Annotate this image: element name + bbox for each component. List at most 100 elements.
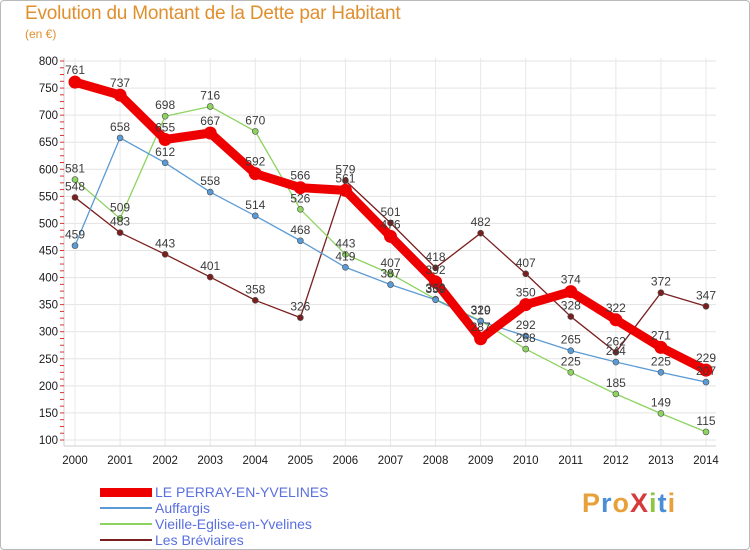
- data-point: [702, 302, 710, 310]
- data-point: [293, 181, 307, 195]
- data-point: [68, 75, 82, 89]
- data-label: 387: [380, 267, 400, 281]
- data-labels-layer: 548 483 443 401 358 326 579 501 418 482 407 328 262 3…: [65, 63, 716, 428]
- y-tick-label: 550: [39, 191, 58, 203]
- legend-label: Vieille-Eglise-en-Yvelines: [155, 516, 312, 532]
- data-point: [116, 229, 124, 236]
- data-label: 468: [290, 223, 310, 237]
- data-point: [432, 264, 439, 272]
- data-label: 359: [426, 282, 446, 296]
- data-point: [564, 285, 578, 299]
- data-point: [567, 347, 575, 354]
- y-tick-label: 150: [39, 408, 58, 420]
- data-point: [248, 167, 262, 181]
- x-tick-label: 2014: [693, 455, 719, 467]
- data-label: 262: [606, 334, 626, 348]
- data-point: [387, 281, 394, 288]
- legend-item: Les Bréviaires: [100, 532, 400, 548]
- chart-title: Evolution du Montant de la Dette par Hab…: [25, 3, 401, 24]
- x-tick-label: 2003: [197, 455, 223, 467]
- y-tick-label: 500: [39, 218, 58, 230]
- logo-letter: X: [630, 488, 650, 518]
- legend-item: Vieille-Eglise-en-Yvelines: [100, 516, 400, 532]
- data-label: 548: [65, 179, 85, 193]
- data-label: 360: [426, 281, 446, 295]
- data-point: [161, 159, 169, 167]
- data-label: 265: [561, 333, 581, 347]
- x-tick-label: 2011: [558, 455, 583, 467]
- x-tick-label: 2008: [423, 455, 449, 467]
- data-label: 350: [516, 286, 536, 300]
- data-point: [657, 369, 665, 376]
- y-tick-label: 750: [39, 83, 58, 95]
- y-tick-label: 350: [39, 300, 58, 312]
- data-label: 207: [696, 364, 716, 378]
- data-label: 419: [335, 249, 355, 263]
- data-point: [297, 314, 304, 321]
- x-tick-label: 2005: [288, 455, 314, 467]
- data-label: 418: [426, 250, 446, 264]
- data-label: 322: [606, 301, 626, 315]
- logo-letter: o: [612, 488, 631, 518]
- legend-item: Auffargis: [100, 500, 400, 516]
- data-label: 347: [696, 288, 716, 302]
- data-label: 558: [200, 174, 220, 188]
- data-point: [116, 134, 124, 142]
- x-tick-label: 2010: [513, 455, 539, 467]
- data-point: [342, 177, 349, 184]
- data-point: [251, 212, 259, 220]
- data-point: [474, 332, 488, 346]
- legend-item: LE PERRAY-EN-YVELINES: [100, 484, 400, 500]
- logo-letter: r: [601, 488, 613, 518]
- y-tick-label: 650: [39, 137, 58, 149]
- series-layer: [68, 75, 713, 436]
- data-label: 483: [110, 215, 130, 229]
- data-label: 319: [471, 303, 491, 317]
- data-label: 658: [110, 120, 130, 134]
- logo-letter: t: [657, 488, 668, 518]
- data-point: [387, 219, 394, 227]
- data-point: [567, 313, 575, 320]
- data-label: 737: [110, 76, 130, 90]
- data-label: 716: [200, 88, 220, 102]
- data-label: 476: [380, 217, 400, 231]
- x-tick-label: 2006: [333, 455, 359, 467]
- data-point: [297, 237, 304, 245]
- data-label: 115: [696, 414, 715, 428]
- y-tick-label: 400: [39, 273, 58, 285]
- data-point: [384, 229, 397, 243]
- legend-swatch: [100, 539, 152, 541]
- data-point: [612, 390, 620, 398]
- data-point: [654, 340, 668, 354]
- x-tick-label: 2001: [107, 455, 133, 467]
- y-tick-label: 450: [39, 246, 58, 258]
- data-label: 292: [516, 318, 536, 332]
- data-point: [161, 112, 169, 120]
- data-point: [522, 332, 530, 340]
- data-point: [567, 369, 575, 376]
- data-point: [387, 270, 394, 278]
- data-point: [113, 88, 127, 102]
- data-label: 358: [245, 282, 265, 296]
- legend-label: LE PERRAY-EN-YVELINES: [155, 484, 329, 500]
- data-label: 407: [516, 256, 536, 270]
- data-label: 482: [471, 215, 491, 229]
- data-point: [609, 313, 623, 327]
- legend-label: Les Bréviaires: [155, 532, 244, 548]
- data-label: 225: [651, 354, 671, 368]
- data-point: [432, 296, 439, 304]
- data-point: [251, 297, 259, 304]
- data-label: 509: [110, 201, 130, 215]
- proxiti-logo: ProXiti: [582, 488, 676, 519]
- legend-swatch: [100, 507, 152, 509]
- data-label: 229: [696, 351, 716, 365]
- data-point: [342, 263, 349, 271]
- data-point: [71, 242, 79, 249]
- data-label: 225: [561, 354, 581, 368]
- data-label: 612: [155, 145, 175, 159]
- data-point: [612, 358, 620, 366]
- data-label: 268: [516, 331, 536, 345]
- legend-swatch: [100, 488, 152, 497]
- data-label: 372: [651, 275, 671, 289]
